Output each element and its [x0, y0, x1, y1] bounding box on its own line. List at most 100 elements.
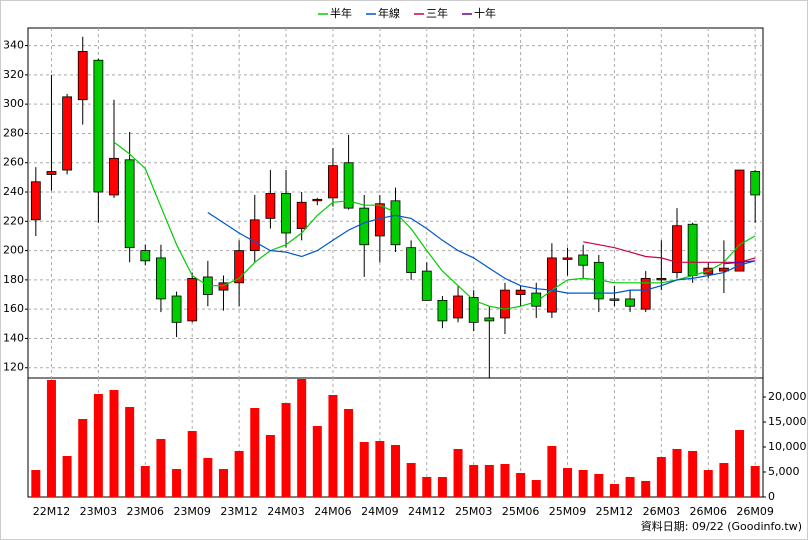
volume-bar: [312, 426, 322, 497]
candle-body: [750, 171, 761, 196]
candle-body: [187, 278, 198, 322]
volume-bar: [547, 446, 557, 497]
candle-body: [453, 295, 463, 319]
source-note: 資料日期: 09/22 (Goodinfo.tw): [641, 519, 802, 533]
volume-bar: [594, 474, 604, 497]
y2-tick-label: 5,000: [768, 465, 800, 478]
x-tick-label: 24M06: [314, 505, 352, 518]
candle-body: [296, 201, 307, 230]
volume-bar: [563, 468, 573, 497]
x-tick-label: 23M09: [173, 505, 211, 518]
candle-body: [249, 219, 260, 251]
volume-bar: [344, 409, 354, 497]
volume-bar: [484, 465, 494, 497]
candle-body: [468, 297, 479, 323]
y2-tick-label: 15,000: [768, 415, 807, 428]
y-tick-label: 300: [3, 97, 24, 110]
volume-bar: [531, 480, 541, 497]
volume-bar: [203, 458, 213, 497]
y2-tick-label: 10,000: [768, 440, 807, 453]
volume-bar: [750, 466, 760, 497]
candle-body: [46, 171, 57, 175]
candle-body: [234, 250, 245, 284]
candle-body: [531, 292, 542, 307]
y2-tick-label: 0: [768, 490, 775, 503]
ma-line: [207, 211, 756, 294]
y2-tick-label: 20,000: [768, 390, 807, 403]
candle-body: [578, 254, 589, 266]
x-tick-label: 22M12: [33, 505, 71, 518]
candle-body: [515, 289, 526, 295]
x-tick-label: 25M03: [455, 505, 493, 518]
candle-body: [625, 298, 635, 307]
volume-bar: [281, 403, 291, 497]
volume-bar: [719, 463, 729, 497]
volume-bar: [78, 419, 88, 497]
volume-bar: [328, 395, 338, 497]
candle-body: [437, 299, 448, 322]
candle-body: [719, 267, 729, 272]
volume-bar: [703, 470, 713, 497]
ma-line: [113, 141, 756, 310]
candle-body: [421, 270, 432, 301]
y-tick-label: 340: [3, 39, 24, 52]
x-tick-label: 23M06: [127, 505, 165, 518]
volume-bar: [359, 442, 369, 497]
volume-bar: [422, 477, 432, 497]
candle-body: [484, 317, 495, 322]
candle-body: [734, 169, 745, 272]
candle-body: [500, 289, 510, 319]
candle-body: [406, 247, 417, 273]
x-tick-label: 25M06: [502, 505, 540, 518]
candle-body: [656, 278, 667, 281]
x-tick-label: 26M03: [643, 505, 681, 518]
volume-bar: [109, 390, 119, 497]
y-tick-label: 180: [3, 273, 24, 286]
candle-body: [562, 257, 573, 260]
volume-bar: [46, 380, 56, 497]
volume-bar: [125, 407, 135, 497]
volume-bar: [62, 456, 72, 497]
y-tick-label: 320: [3, 68, 24, 81]
legend-label: 三年: [426, 6, 448, 20]
candle-body: [359, 207, 370, 246]
candle-body: [124, 159, 135, 249]
volume-bar: [609, 484, 619, 497]
volume-bar: [641, 481, 651, 497]
volume-bar: [156, 439, 166, 497]
volume-bar: [735, 430, 745, 497]
volume-bar: [578, 470, 588, 497]
candle-body: [218, 282, 229, 291]
volume-bar: [297, 379, 307, 497]
volume-bar: [406, 463, 416, 497]
candle-body: [62, 96, 72, 171]
volume-bar: [218, 469, 228, 497]
x-tick-label: 24M12: [408, 505, 446, 518]
candle-body: [109, 157, 119, 196]
candle-body: [343, 162, 354, 209]
x-tick-label: 23M03: [80, 505, 118, 518]
y-tick-label: 220: [3, 214, 24, 227]
candle-body: [265, 193, 276, 219]
volume-bar: [391, 445, 400, 497]
volume-bar: [265, 435, 275, 497]
candle-body: [687, 223, 698, 276]
y-tick-label: 140: [3, 331, 24, 344]
candle-body: [171, 295, 182, 323]
y-tick-label: 280: [3, 126, 24, 139]
volume-bar: [234, 451, 244, 497]
candle-body: [390, 200, 401, 246]
x-tick-label: 26M09: [736, 505, 774, 518]
volume-bar: [500, 464, 510, 497]
ma-line: [583, 241, 756, 263]
y-tick-label: 260: [3, 156, 24, 169]
candle-body: [77, 51, 88, 101]
y-tick-label: 240: [3, 185, 24, 198]
volume-bar: [656, 457, 666, 497]
volume-bar: [516, 473, 526, 497]
volume-bar: [172, 469, 182, 497]
x-tick-label: 24M09: [361, 505, 399, 518]
legend-label: 半年: [330, 6, 352, 20]
ma-line: [723, 260, 756, 265]
